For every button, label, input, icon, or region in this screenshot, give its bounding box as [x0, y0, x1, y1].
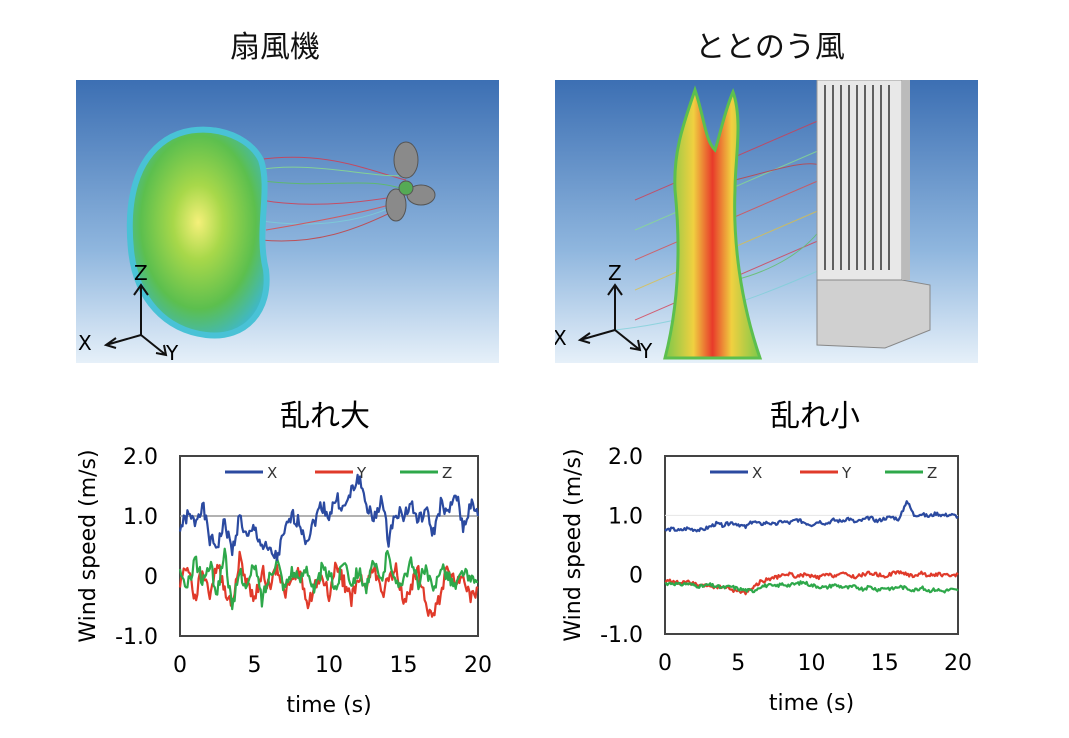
totonou-simulation-image: Z X Y	[555, 80, 978, 363]
series-line-z	[178, 547, 478, 611]
chart-title: 乱れ小	[770, 399, 860, 434]
legend-label-y: Y	[356, 464, 367, 482]
y-tick-label: -1.0	[600, 623, 643, 648]
legend-label-x: X	[752, 464, 762, 482]
x-tick-label: 20	[464, 653, 492, 678]
x-tick-label: 10	[315, 653, 343, 678]
x-tick-label: 0	[173, 653, 187, 678]
axis-z-label: Z	[134, 261, 148, 285]
x-axis-label: time (s)	[286, 693, 371, 718]
y-tick-label: 2.0	[608, 445, 643, 470]
y-axis-label: Wind speed (m/s)	[76, 449, 101, 642]
axis-x-label: X	[78, 331, 92, 355]
series-line-x	[178, 473, 480, 562]
y-tick-label: 0	[629, 564, 643, 589]
y-tick-label: 0	[144, 565, 158, 590]
x-tick-label: 5	[248, 653, 262, 678]
legend-label-z: Z	[927, 464, 937, 482]
axis-y-label: Y	[165, 341, 179, 363]
x-tick-label: 15	[871, 651, 899, 676]
y-axis-label: Wind speed (m/s)	[561, 448, 586, 641]
chart-1: 乱れ大 2.0 1.0 0 -1.0 0 5 10 15 20 time (s) Wind speed…	[76, 399, 492, 718]
legend-label-z: Z	[442, 464, 452, 482]
y-tick-label: 1.0	[123, 505, 158, 530]
x-tick-label: 15	[390, 653, 418, 678]
axis-x-label: X	[555, 326, 567, 350]
y-tick-label: 2.0	[123, 445, 158, 470]
legend-label-x: X	[267, 464, 277, 482]
series-line-x	[664, 500, 959, 533]
series-line-y	[178, 550, 479, 618]
x-tick-label: 0	[658, 651, 672, 676]
x-axis-label: time (s)	[769, 691, 854, 716]
chart-title: 乱れ大	[280, 399, 370, 434]
y-tick-label: -1.0	[115, 625, 158, 650]
axis-y-label: Y	[639, 339, 653, 363]
legend-label-y: Y	[841, 464, 852, 482]
plot-area	[664, 455, 959, 635]
panel-title-fan: 扇風機	[230, 30, 320, 65]
plot-area	[179, 455, 479, 637]
y-tick-label: 1.0	[608, 504, 643, 529]
fan-simulation-image: Z X Y	[76, 80, 499, 363]
series-line-z	[664, 580, 959, 594]
axis-z-label: Z	[608, 261, 622, 285]
x-tick-label: 5	[731, 651, 745, 676]
chart-2: 乱れ小 2.0 1.0 0 -1.0 0 5 10 15 20 time (s) Wind speed…	[561, 399, 972, 716]
x-tick-label: 20	[944, 651, 972, 676]
panel-title-totonou: ととのう風	[695, 30, 845, 65]
x-tick-label: 10	[798, 651, 826, 676]
